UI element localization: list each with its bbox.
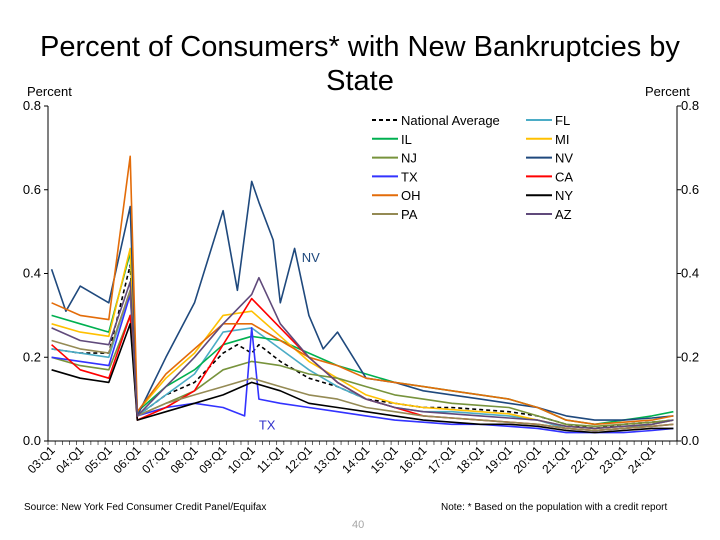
x-tick-label: 19:Q1: [482, 443, 515, 476]
x-tick-label: 22:Q1: [568, 443, 601, 476]
legend-label: National Average: [401, 113, 500, 128]
right-axis-unit: Percent: [645, 84, 690, 99]
x-tick-label: 24:Q1: [625, 443, 658, 476]
y-tick-label-left: 0.6: [23, 182, 41, 197]
chart-legend: National Average IL NJ TX OH PA FL MI NV CA NY AZ: [372, 113, 573, 222]
x-tick-label: 17:Q1: [425, 443, 458, 476]
legend-label: NJ: [401, 151, 417, 166]
y-tick-label-left: 0.4: [23, 266, 41, 281]
x-tick-label: 10:Q1: [225, 443, 258, 476]
series-line-il: [51, 251, 674, 426]
legend-label: NY: [555, 188, 573, 203]
legend-label: PA: [401, 207, 418, 222]
left-axis-unit: Percent: [27, 84, 72, 99]
y-tick-label-right: 0.0: [681, 433, 699, 448]
series-line-fl: [51, 289, 674, 432]
chart-series: [50, 155, 674, 434]
source-note: Source: New York Fed Consumer Credit Pan…: [24, 502, 267, 513]
x-tick-label: 06:Q1: [110, 443, 143, 476]
chart-annotations: NV TX: [259, 250, 320, 433]
x-tick-label: 16:Q1: [396, 443, 429, 476]
legend-label: FL: [555, 113, 570, 128]
legend-label: MI: [555, 132, 569, 147]
x-tick-label: 11:Q1: [254, 443, 287, 476]
y-tick-label-right: 0.6: [681, 182, 699, 197]
x-tick-label: 04:Q1: [53, 443, 86, 476]
annotation-label: NV: [302, 250, 320, 265]
x-tick-label: 15:Q1: [368, 443, 401, 476]
x-tick-label: 08:Q1: [168, 443, 201, 476]
x-tick-label: 14:Q1: [339, 443, 372, 476]
legend-label: TX: [401, 169, 418, 184]
series-line-oh: [51, 155, 674, 426]
y-tick-label-left: 0.8: [23, 98, 41, 113]
legend-label: CA: [555, 169, 573, 184]
x-tick-label: 18:Q1: [454, 443, 487, 476]
legend-label: IL: [401, 132, 412, 147]
annotation-label: TX: [259, 417, 276, 432]
y-tick-label-left: 0.0: [23, 433, 41, 448]
x-tick-label: 13:Q1: [311, 443, 344, 476]
footnote: Note: * Based on the population with a c…: [441, 502, 668, 513]
legend-label: AZ: [555, 207, 572, 222]
y-tick-label-right: 0.8: [681, 98, 699, 113]
legend-label: NV: [555, 151, 573, 166]
legend-label: OH: [401, 188, 421, 203]
x-tick-label: 12:Q1: [282, 443, 315, 476]
x-tick-label: 21:Q1: [539, 443, 572, 476]
y-tick-label-left: 0.2: [23, 349, 41, 364]
series-line-nv: [50, 180, 674, 421]
chart-title: Percent of Consumers* with New Bankruptc…: [40, 31, 680, 97]
x-tick-label: 05:Q1: [82, 443, 115, 476]
x-tick-label: 23:Q1: [596, 443, 629, 476]
page-number: 40: [352, 519, 365, 531]
x-tick-label: 20:Q1: [511, 443, 544, 476]
series-line-az: [51, 276, 674, 430]
x-tick-label: 09:Q1: [196, 443, 229, 476]
x-tick-label: 07:Q1: [139, 443, 172, 476]
y-tick-label-right: 0.2: [681, 349, 699, 364]
y-tick-label-right: 0.4: [681, 266, 699, 281]
